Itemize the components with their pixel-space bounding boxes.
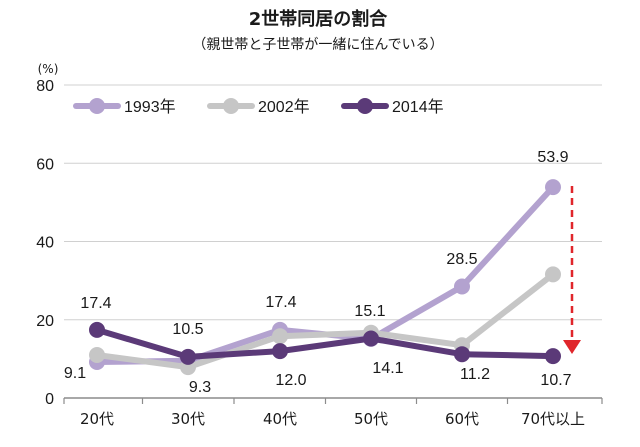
x-category-label: 30代 bbox=[171, 410, 205, 428]
data-point bbox=[89, 321, 105, 338]
y-tick-label: 0 bbox=[45, 391, 54, 408]
y-tick-label: 80 bbox=[36, 78, 54, 95]
data-label-2014-20s: 17.4 bbox=[80, 295, 111, 312]
x-category-label: 50代 bbox=[354, 410, 388, 428]
legend-label-2002: 2002年 bbox=[258, 98, 310, 116]
data-point bbox=[545, 179, 561, 196]
data-label-2014-70s: 10.7 bbox=[540, 372, 571, 389]
legend-item-2002: 2002年 bbox=[207, 98, 310, 116]
data-label-1993-20s: 9.1 bbox=[64, 365, 86, 382]
data-point bbox=[180, 348, 196, 365]
legend-marker-2014 bbox=[357, 98, 373, 114]
data-label-1993-40s: 17.4 bbox=[265, 294, 296, 311]
data-point bbox=[272, 343, 288, 360]
chart-subtitle: （親世帯と子世帯が一緒に住んでいる） bbox=[192, 37, 443, 53]
data-label-1993-50s: 15.1 bbox=[354, 303, 385, 320]
chart-title: 2世帯同居の割合 bbox=[249, 8, 389, 30]
series-line-1 bbox=[94, 271, 556, 371]
series-lines bbox=[89, 179, 561, 376]
legend-item-1993: 1993年 bbox=[73, 98, 176, 116]
grid-lines bbox=[64, 84, 602, 399]
x-category-label: 20代 bbox=[80, 410, 114, 428]
data-point bbox=[363, 330, 379, 347]
y-tick-label: 20 bbox=[36, 313, 54, 330]
y-axis-ticks: 0 20 40 60 80 bbox=[36, 78, 54, 408]
y-tick-label: 60 bbox=[36, 156, 54, 173]
data-point bbox=[545, 348, 561, 365]
data-label-2014-50s: 14.1 bbox=[372, 360, 403, 377]
data-label-2014-40s: 12.0 bbox=[275, 372, 306, 389]
data-point bbox=[272, 328, 288, 345]
legend: 1993年 2002年 2014年 bbox=[73, 98, 444, 116]
x-axis: 20代 30代 40代 50代 60代 70代以上 bbox=[63, 398, 603, 428]
decline-arrow-head bbox=[563, 340, 581, 354]
x-category-label: 60代 bbox=[445, 410, 479, 428]
data-label-1993-60s: 28.5 bbox=[446, 251, 477, 268]
legend-item-2014: 2014年 bbox=[341, 98, 444, 116]
data-point bbox=[545, 266, 561, 283]
data-point bbox=[454, 278, 470, 295]
decline-arrow bbox=[563, 186, 581, 354]
data-point bbox=[89, 347, 105, 363]
series-line-2 bbox=[94, 326, 556, 360]
x-category-label: 40代 bbox=[263, 410, 297, 428]
data-point bbox=[454, 346, 470, 363]
y-axis-unit: (%) bbox=[38, 62, 59, 76]
data-label-2014-60s: 11.2 bbox=[460, 366, 490, 383]
data-label-1993-70s: 53.9 bbox=[537, 149, 568, 166]
data-label-2002-30s: 9.3 bbox=[189, 379, 211, 396]
y-tick-label: 40 bbox=[36, 235, 54, 252]
x-category-label: 70代以上 bbox=[521, 410, 585, 428]
legend-marker-1993 bbox=[89, 98, 105, 114]
legend-label-2014: 2014年 bbox=[392, 98, 444, 116]
legend-label-1993: 1993年 bbox=[124, 98, 176, 116]
data-labels: 17.4 9.1 10.5 9.3 17.4 12.0 15.1 14.1 28… bbox=[64, 149, 572, 396]
data-label-2014-30s: 10.5 bbox=[172, 321, 203, 338]
legend-marker-2002 bbox=[223, 98, 239, 114]
